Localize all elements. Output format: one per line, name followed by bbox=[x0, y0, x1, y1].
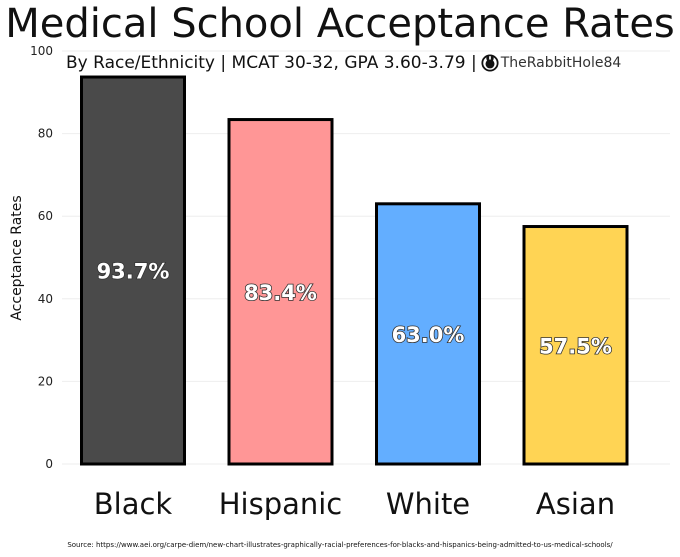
brand-name: TheRabbitHole84 bbox=[500, 55, 622, 71]
subtitle-text: By Race/Ethnicity | MCAT 30-32, GPA 3.60… bbox=[66, 53, 477, 73]
chart-title: Medical School Acceptance Rates bbox=[5, 1, 675, 47]
category-label: Black bbox=[94, 487, 173, 521]
data-label: 83.4% bbox=[244, 281, 317, 305]
bar-white bbox=[375, 202, 481, 466]
category-label: Hispanic bbox=[219, 487, 343, 521]
source-note: Source: https://www.aei.org/carpe-diem/n… bbox=[67, 541, 613, 549]
category-label: White bbox=[386, 487, 470, 521]
category-label: Asian bbox=[536, 487, 615, 521]
bar-hispanic bbox=[227, 118, 334, 466]
y-axis-label: Acceptance Rates bbox=[9, 195, 25, 320]
bars-layer bbox=[80, 75, 629, 466]
labels-layer: 93.7% Black 83.4% Hispanic 63.0% White 57.5% As… bbox=[94, 259, 615, 521]
data-label: 93.7% bbox=[97, 260, 170, 284]
bar-asian bbox=[522, 225, 629, 466]
data-label: 57.5% bbox=[539, 334, 612, 358]
data-label: 63.0% bbox=[392, 323, 465, 347]
chart-subtitle: By Race/Ethnicity | MCAT 30-32, GPA 3.60… bbox=[66, 52, 621, 74]
y-tick-label: 80 bbox=[38, 127, 53, 141]
y-tick-label: 40 bbox=[38, 292, 53, 306]
rabbit-icon bbox=[481, 54, 499, 72]
bar-black bbox=[80, 75, 186, 466]
y-tick-label: 0 bbox=[45, 457, 53, 471]
y-tick-label: 60 bbox=[38, 209, 53, 223]
y-tick-label: 20 bbox=[38, 374, 53, 388]
y-tick-label: 100 bbox=[30, 44, 53, 58]
